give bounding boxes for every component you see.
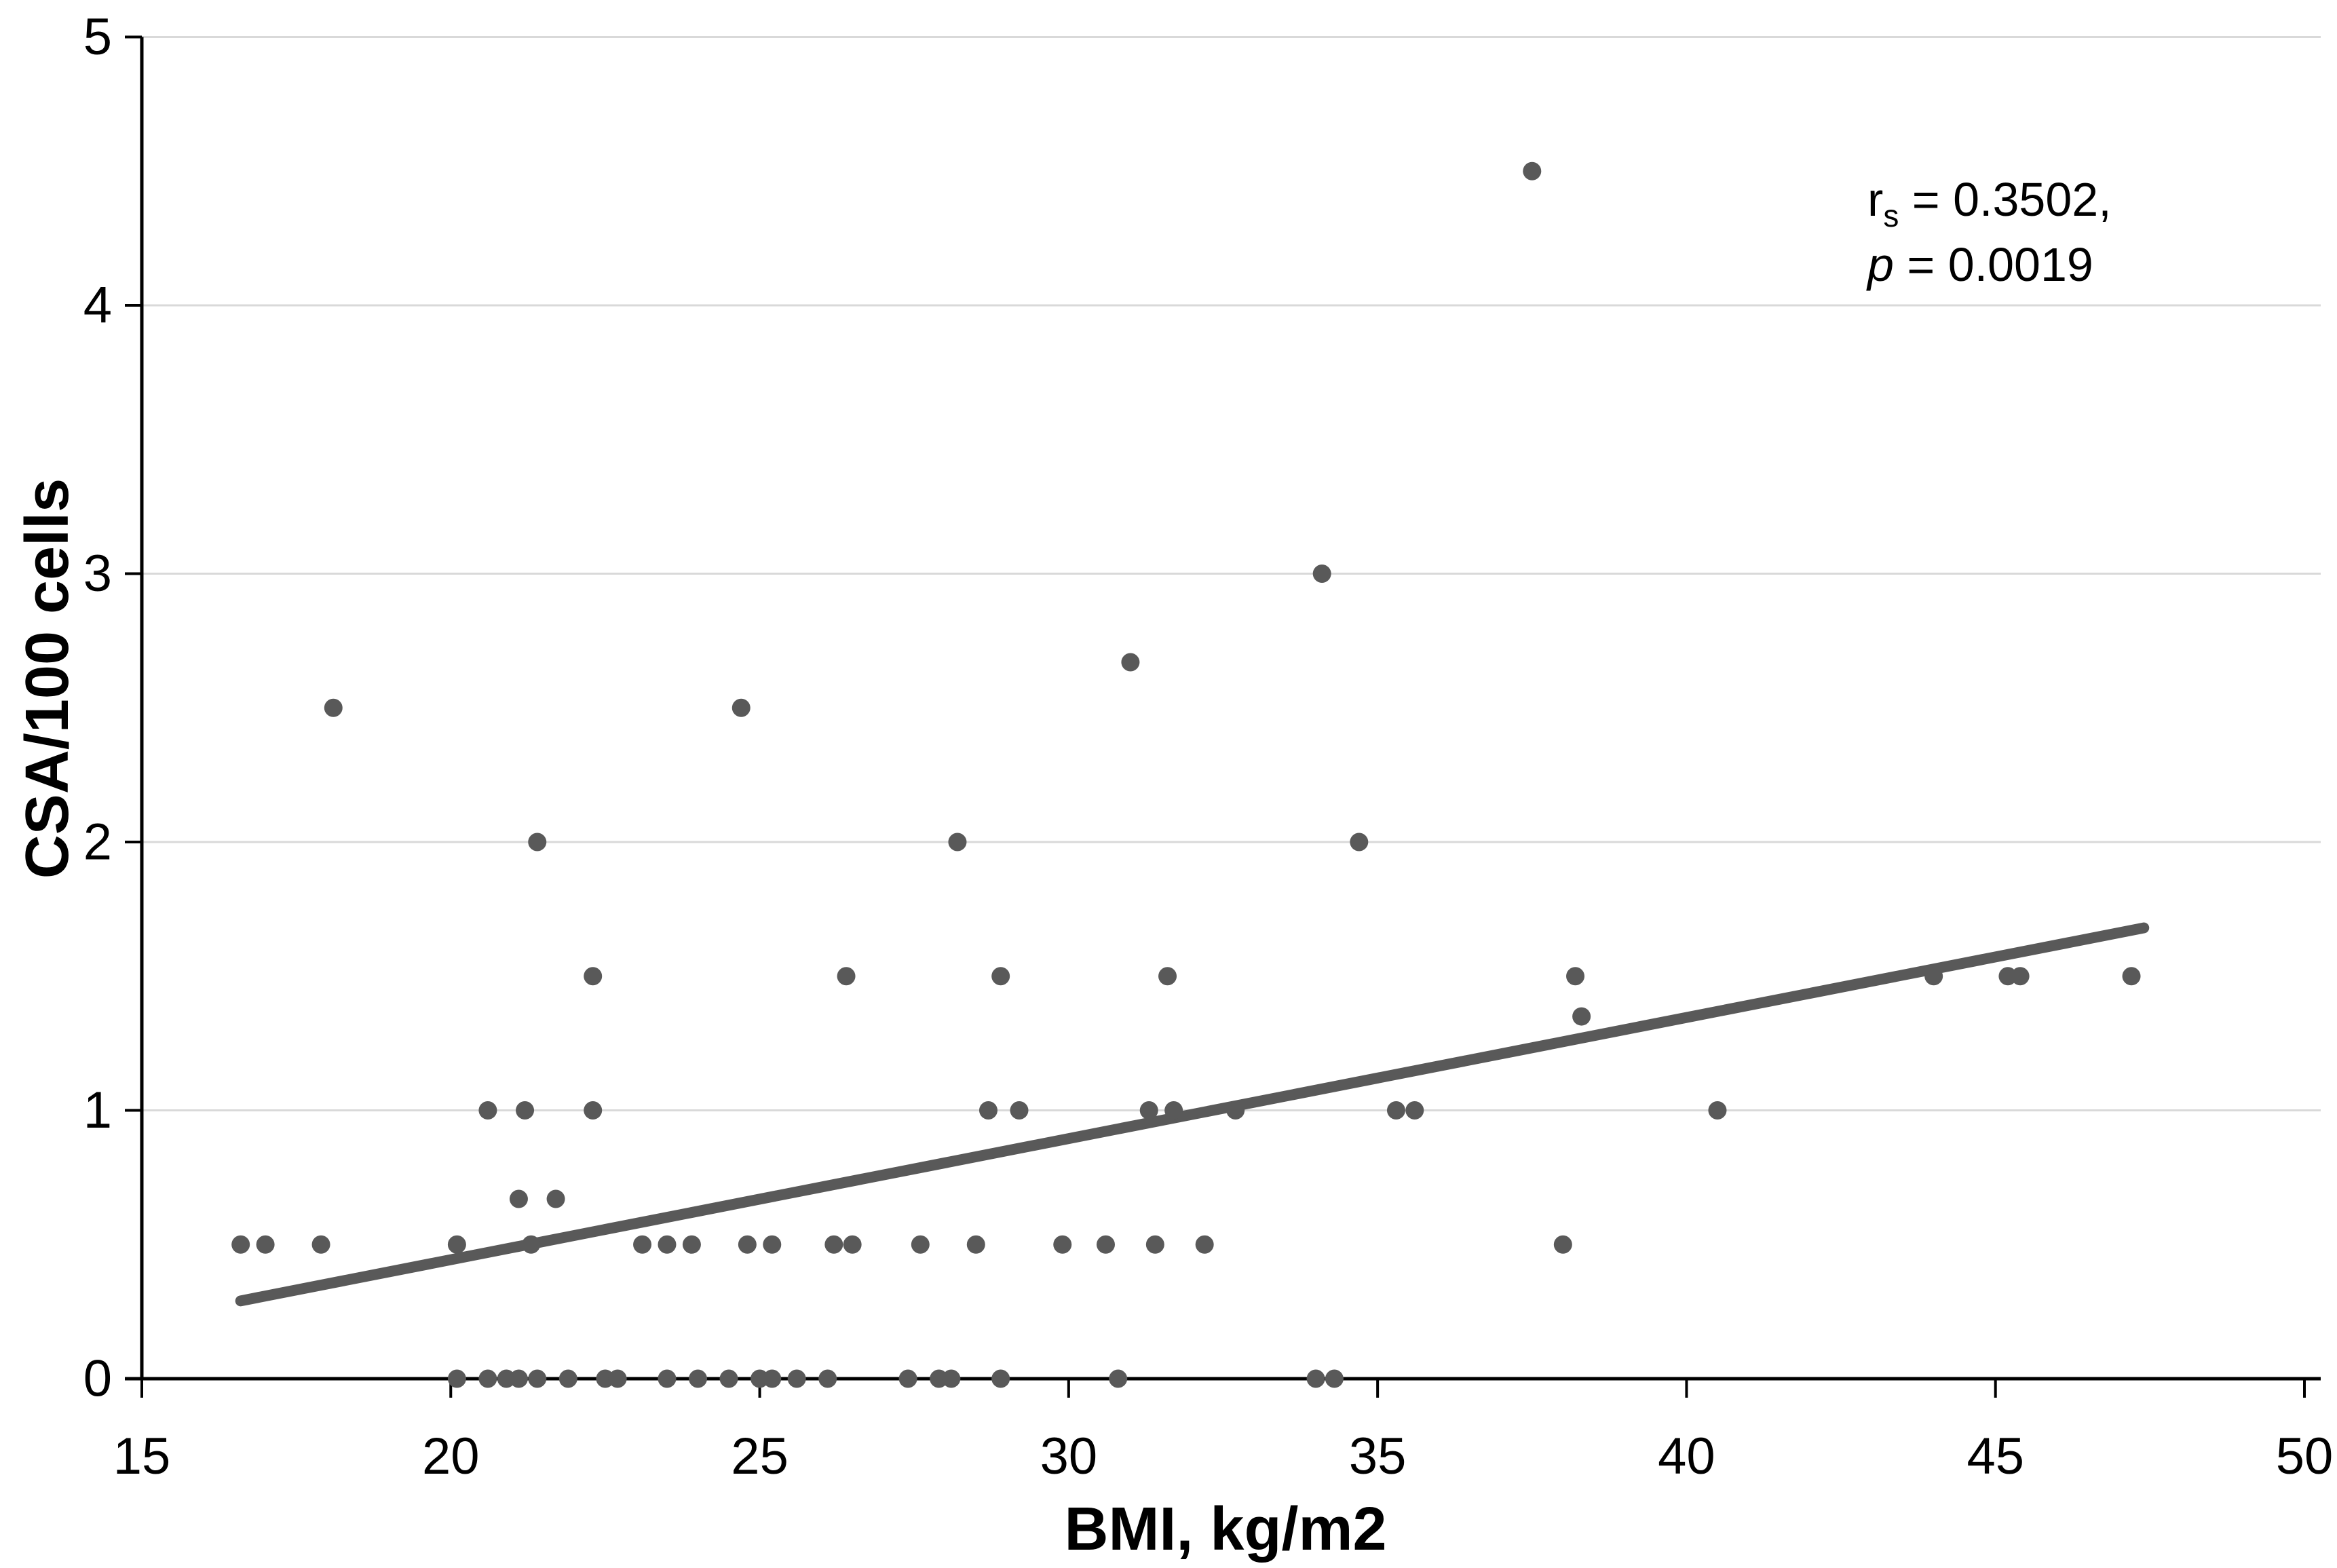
data-point [1924, 967, 1943, 986]
data-point [1139, 1101, 1158, 1120]
data-point [1405, 1101, 1424, 1120]
data-point [584, 967, 603, 986]
data-point [948, 833, 967, 852]
annotation-p-line: p = 0.0019 [1866, 238, 2093, 291]
x-tick-label-35: 35 [1349, 1428, 1407, 1485]
annotation-p-value: = 0.0019 [1894, 238, 2093, 291]
data-point [546, 1189, 565, 1208]
trend-line-segment [235, 922, 2150, 1307]
data-point [231, 1235, 250, 1254]
data-point [824, 1235, 843, 1254]
data-point [682, 1235, 701, 1254]
data-point [1523, 161, 1542, 180]
data-point [528, 1369, 547, 1388]
y-tick-label-1: 1 [83, 1082, 112, 1139]
data-point [843, 1235, 862, 1254]
data-point [732, 698, 750, 717]
data-point [608, 1369, 627, 1388]
data-point [763, 1369, 782, 1388]
data-point [1145, 1235, 1164, 1254]
data-point [1053, 1235, 1072, 1254]
data-point [1164, 1101, 1183, 1120]
data-point [911, 1235, 930, 1254]
data-point [738, 1235, 757, 1254]
data-point [509, 1189, 528, 1208]
y-tick-label-0: 0 [83, 1350, 112, 1408]
annotation-p-symbol: p [1866, 238, 1894, 291]
data-point [256, 1235, 275, 1254]
data-point [991, 967, 1010, 986]
data-point [1708, 1101, 1727, 1120]
data-point [1312, 565, 1331, 583]
data-point [1010, 1101, 1029, 1120]
data-point [509, 1369, 528, 1388]
data-point [991, 1369, 1010, 1388]
y-tick-label-3: 3 [83, 545, 112, 603]
data-point [966, 1235, 985, 1254]
data-point [584, 1101, 603, 1120]
x-tick-labels: 15 20 25 30 35 40 45 50 [113, 1428, 2334, 1485]
annotation-r-line: rs = 0.3502, [1867, 173, 2112, 233]
data-point [1325, 1369, 1344, 1388]
data-point [311, 1235, 330, 1254]
data-point [898, 1369, 917, 1388]
data-point [1158, 967, 1177, 986]
data-point [447, 1369, 466, 1388]
data-point [942, 1369, 961, 1388]
data-point [658, 1235, 677, 1254]
data-point [1121, 653, 1140, 672]
x-tick-label-45: 45 [1966, 1428, 2024, 1485]
data-point [1195, 1235, 1214, 1254]
data-point [1109, 1369, 1128, 1388]
data-point [837, 967, 856, 986]
annotation-r-value: = 0.3502, [1899, 173, 2111, 226]
x-tick-label-50: 50 [2276, 1428, 2334, 1485]
data-point [633, 1235, 652, 1254]
data-point [978, 1101, 998, 1120]
data-point [787, 1369, 806, 1388]
annotation-r-subscript: s [1883, 198, 1899, 233]
data-point [1566, 967, 1585, 986]
data-point [558, 1369, 577, 1388]
data-point [818, 1369, 837, 1388]
trend-line [235, 922, 2150, 1307]
data-point [478, 1101, 497, 1120]
tick-marks [125, 35, 2306, 1398]
data-point [658, 1369, 677, 1388]
data-points [231, 161, 2141, 1388]
data-point [1350, 833, 1369, 852]
x-tick-label-15: 15 [113, 1428, 171, 1485]
data-point [2122, 967, 2141, 986]
data-point [478, 1369, 497, 1388]
data-point [763, 1235, 782, 1254]
y-tick-label-2: 2 [83, 814, 112, 871]
data-point [528, 833, 547, 852]
data-point [689, 1369, 708, 1388]
x-tick-label-20: 20 [422, 1428, 480, 1485]
x-axis-title: BMI, kg/m2 [1064, 1495, 1386, 1563]
x-tick-label-25: 25 [731, 1428, 788, 1485]
y-tick-label-5: 5 [83, 8, 112, 66]
y-tick-labels: 0 1 2 3 4 5 [83, 8, 112, 1408]
data-point [324, 698, 343, 717]
gridlines [142, 36, 2321, 1111]
data-point [1306, 1369, 1325, 1388]
x-tick-label-40: 40 [1658, 1428, 1715, 1485]
data-point [2011, 967, 2030, 986]
y-tick-label-4: 4 [83, 277, 112, 334]
data-point [1386, 1101, 1405, 1120]
data-point [1226, 1101, 1245, 1120]
data-point [516, 1101, 535, 1120]
data-point [1553, 1235, 1572, 1254]
data-point [1096, 1235, 1115, 1254]
annotation-r-symbol: r [1867, 173, 1883, 226]
data-point [719, 1369, 738, 1388]
data-point [447, 1235, 466, 1254]
data-point [522, 1235, 541, 1254]
y-axis-title: CSA/100 cells [14, 478, 81, 879]
x-tick-label-30: 30 [1040, 1428, 1098, 1485]
data-point [1572, 1007, 1591, 1026]
